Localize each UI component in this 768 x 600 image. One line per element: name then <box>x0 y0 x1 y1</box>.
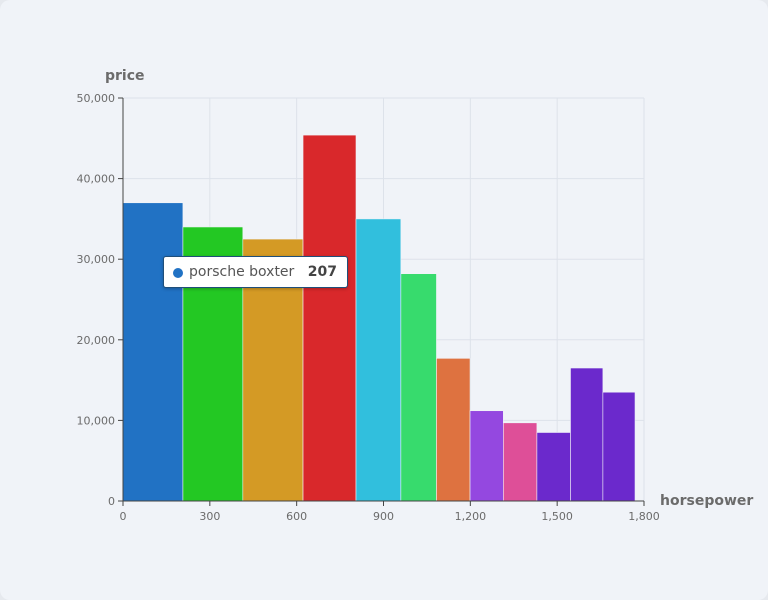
bar-11 <box>602 391 636 502</box>
bar-9 <box>536 432 571 502</box>
y-tick-label: 0 <box>108 495 115 508</box>
bar-6 <box>436 358 471 502</box>
x-tick-label: 900 <box>373 510 394 523</box>
bar-5 <box>400 273 437 502</box>
bar-8 <box>503 422 538 502</box>
x-tick-label: 1,800 <box>628 510 660 523</box>
tooltip-color-dot <box>173 268 183 278</box>
bar-4 <box>355 218 402 502</box>
x-tick-label: 300 <box>199 510 220 523</box>
tooltip-value: 207 <box>307 264 337 280</box>
x-tick-label: 0 <box>120 510 127 523</box>
bar-0 <box>122 202 184 502</box>
bar-10 <box>570 367 604 502</box>
tooltip-label: porsche boxter <box>189 264 295 280</box>
y-tick-label: 40,000 <box>77 173 116 186</box>
x-tick-label: 1,500 <box>541 510 573 523</box>
x-tick-label: 1,200 <box>455 510 487 523</box>
bar-3 <box>302 134 357 502</box>
hover-tooltip: porsche boxter 207 <box>163 256 348 288</box>
y-axis-title: price <box>105 68 145 84</box>
y-tick-label: 30,000 <box>77 253 116 266</box>
y-tick-label: 10,000 <box>77 414 116 427</box>
bar-7 <box>469 410 504 502</box>
x-tick-label: 600 <box>286 510 307 523</box>
x-axis-title: horsepower <box>660 493 754 509</box>
y-tick-label: 20,000 <box>77 334 116 347</box>
y-tick-label: 50,000 <box>77 92 116 105</box>
